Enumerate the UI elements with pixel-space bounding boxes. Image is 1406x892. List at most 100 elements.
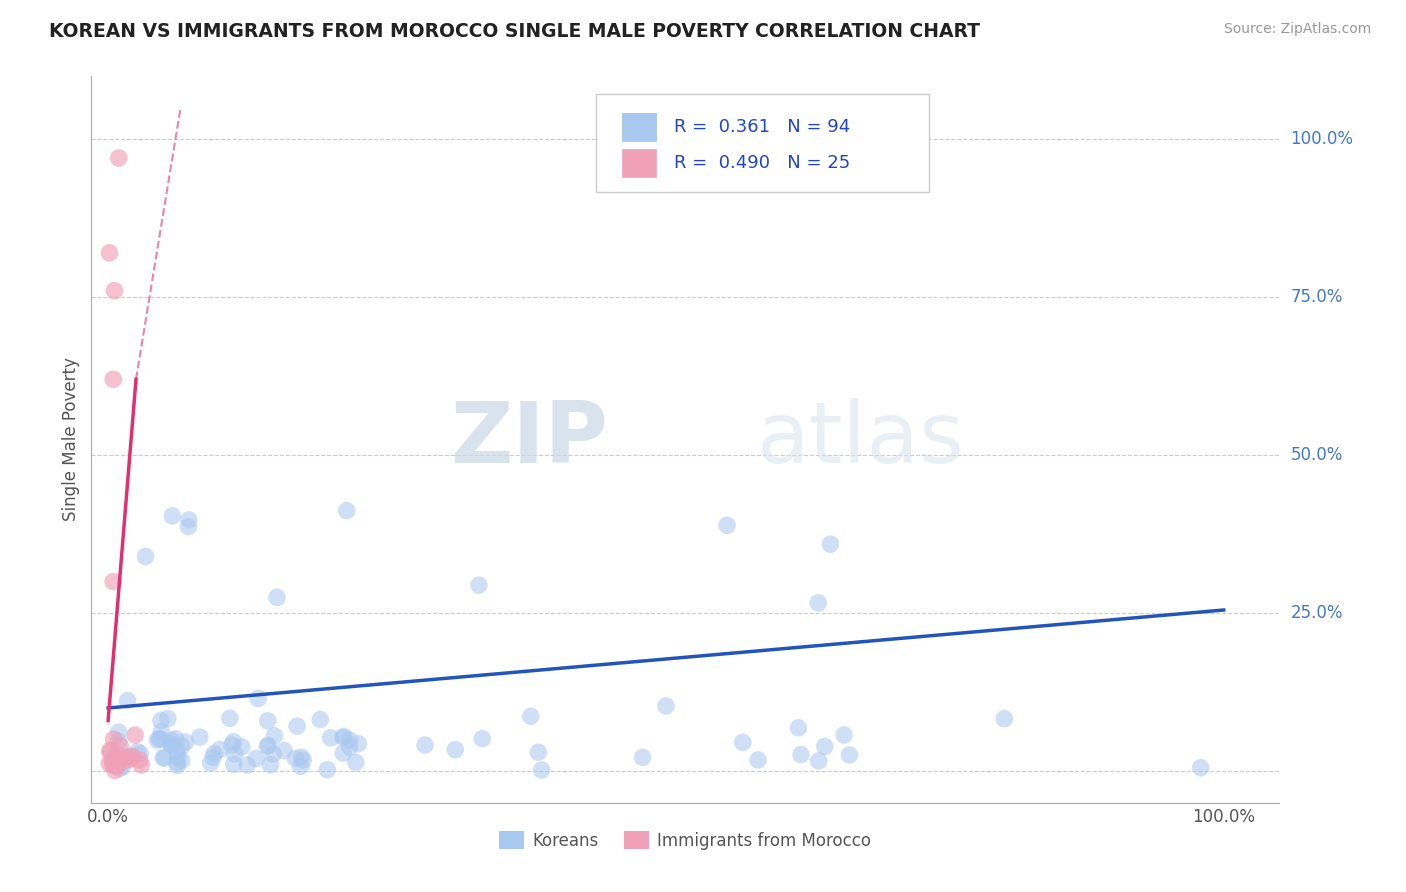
Point: [162, 508, 184, 523]
Point: [787, 721, 810, 735]
Point: [152, 750, 174, 764]
Point: [309, 713, 332, 727]
Point: [156, 712, 179, 726]
Point: [631, 750, 654, 764]
Point: [105, 747, 128, 761]
Point: [149, 714, 172, 728]
Text: R =  0.361   N = 94: R = 0.361 N = 94: [673, 118, 849, 136]
Point: [333, 730, 356, 744]
Point: [273, 744, 295, 758]
Point: [107, 151, 129, 165]
Point: [101, 754, 124, 768]
Point: [266, 591, 288, 605]
Point: [256, 714, 278, 728]
Point: [177, 519, 200, 533]
Point: [114, 751, 136, 765]
Point: [165, 731, 187, 746]
Point: [224, 747, 246, 761]
Point: [101, 574, 124, 589]
Point: [108, 754, 131, 768]
Text: ZIP: ZIP: [450, 398, 609, 481]
Point: [527, 745, 550, 759]
Point: [107, 756, 129, 770]
Point: [290, 759, 312, 773]
Point: [208, 742, 231, 756]
Point: [107, 734, 129, 748]
Point: [134, 549, 156, 564]
Point: [129, 747, 152, 761]
Point: [655, 698, 678, 713]
Point: [124, 728, 146, 742]
Point: [747, 753, 769, 767]
Point: [218, 711, 240, 725]
Point: [104, 759, 127, 773]
Point: [148, 732, 170, 747]
Point: [814, 739, 837, 754]
Point: [166, 743, 188, 757]
Point: [221, 738, 243, 752]
Point: [222, 757, 245, 772]
FancyBboxPatch shape: [623, 149, 655, 177]
Point: [153, 751, 176, 765]
Point: [110, 756, 132, 770]
Point: [98, 756, 121, 771]
Point: [820, 537, 842, 551]
Text: Source: ZipAtlas.com: Source: ZipAtlas.com: [1223, 22, 1371, 37]
Point: [115, 753, 138, 767]
Point: [188, 730, 211, 744]
Point: [319, 731, 342, 745]
Point: [200, 756, 222, 771]
Point: [285, 719, 308, 733]
Point: [339, 733, 361, 747]
Point: [993, 712, 1015, 726]
Point: [731, 735, 754, 749]
Point: [117, 693, 139, 707]
Point: [98, 743, 121, 757]
Point: [103, 732, 125, 747]
Y-axis label: Single Male Poverty: Single Male Poverty: [62, 358, 80, 521]
FancyBboxPatch shape: [623, 113, 655, 141]
Point: [259, 757, 281, 772]
Point: [468, 578, 491, 592]
Point: [444, 742, 467, 756]
Point: [98, 746, 121, 760]
Point: [202, 750, 225, 764]
Point: [120, 751, 142, 765]
Point: [150, 724, 173, 739]
Point: [807, 596, 830, 610]
Point: [98, 245, 121, 260]
Point: [257, 739, 280, 753]
Point: [256, 739, 278, 753]
Point: [316, 763, 339, 777]
Point: [166, 756, 188, 770]
Point: [231, 739, 253, 754]
Point: [174, 735, 197, 749]
Point: [222, 735, 245, 749]
Point: [160, 733, 183, 747]
Point: [519, 709, 541, 723]
Point: [177, 513, 200, 527]
Point: [129, 758, 152, 772]
Point: [105, 758, 128, 772]
Point: [413, 738, 436, 752]
Point: [290, 750, 312, 764]
Point: [146, 733, 169, 747]
Point: [101, 758, 124, 772]
Point: [159, 737, 181, 751]
FancyBboxPatch shape: [596, 94, 929, 192]
Text: KOREAN VS IMMIGRANTS FROM MOROCCO SINGLE MALE POVERTY CORRELATION CHART: KOREAN VS IMMIGRANTS FROM MOROCCO SINGLE…: [49, 22, 980, 41]
Point: [347, 737, 370, 751]
Text: 25.0%: 25.0%: [1291, 604, 1343, 622]
Point: [162, 739, 184, 753]
Point: [530, 763, 553, 777]
Text: R =  0.490   N = 25: R = 0.490 N = 25: [673, 154, 849, 172]
Legend: Koreans, Immigrants from Morocco: Koreans, Immigrants from Morocco: [492, 825, 879, 856]
Point: [838, 747, 860, 762]
Point: [159, 737, 181, 751]
Point: [262, 747, 284, 761]
Point: [111, 760, 134, 774]
Point: [790, 747, 813, 762]
Text: atlas: atlas: [756, 398, 965, 481]
Point: [107, 725, 129, 739]
Point: [344, 756, 367, 770]
